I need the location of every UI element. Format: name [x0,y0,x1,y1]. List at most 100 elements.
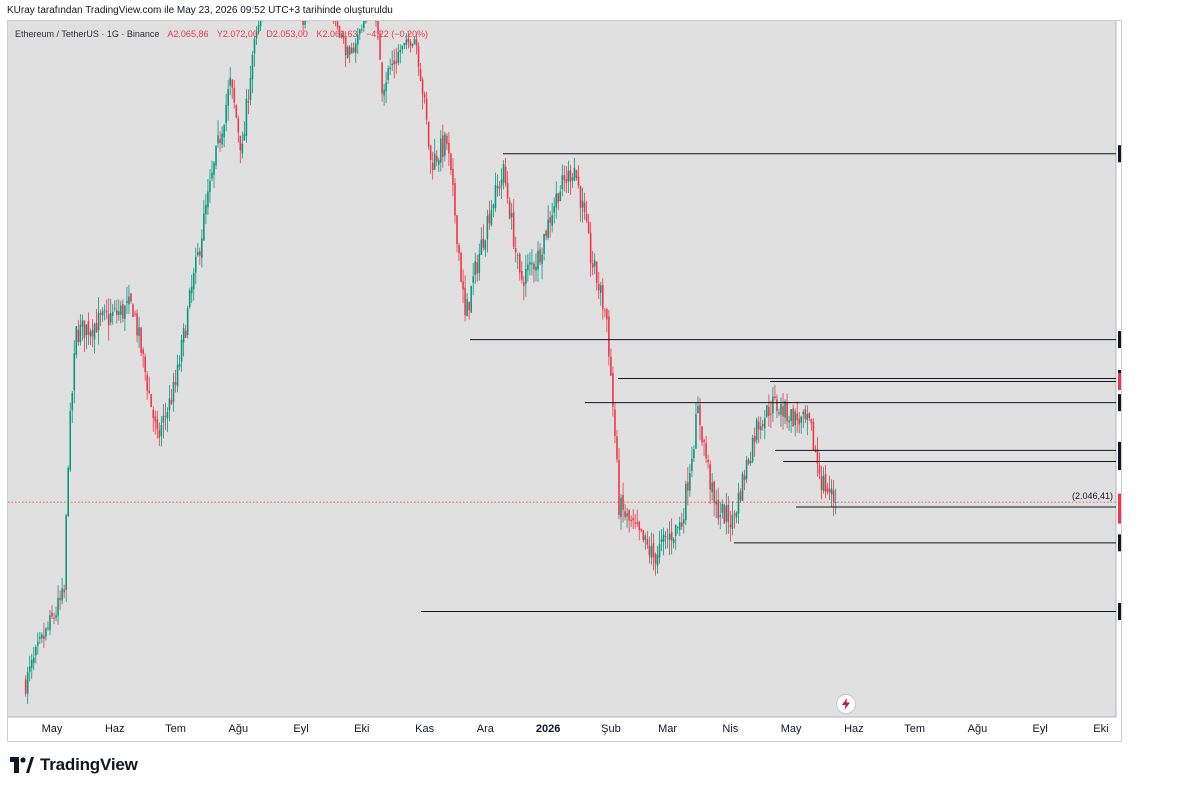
candle-body [472,276,474,283]
candle-body [57,597,59,616]
candle-body [589,233,592,264]
candle-body [585,213,588,221]
candle-body [561,175,564,190]
candle-body [476,262,479,274]
candle-body [180,339,183,362]
candle-body [219,138,221,144]
time-tick-label: Haz [844,723,864,735]
candle-body [514,247,517,253]
candle-body [425,98,428,120]
price-chart[interactable]: (2.046,41)4.000,003.800,003.600,003.400,… [8,21,1121,741]
candle-body [707,459,709,463]
candle-body [595,261,598,284]
chart-frame[interactable]: (2.046,41)4.000,003.800,003.600,003.400,… [7,20,1122,742]
candle-body [302,21,304,25]
candle-body [545,230,547,237]
candle-body [213,162,215,176]
annotation-label: (2.046,41) [1072,491,1113,501]
candle-body [255,31,258,39]
tradingview-logo-icon [10,757,34,773]
candle-body [429,145,432,161]
candle-body [802,411,805,415]
candle-body [597,283,600,291]
candle-body [365,21,367,23]
candle-body [784,401,786,418]
candle-body [759,426,762,431]
candle-body [527,264,529,271]
time-tick-label: 2026 [536,723,560,735]
candle-body [395,61,398,64]
candle-body [830,488,833,495]
candle-body [403,43,406,46]
candle-body [91,329,94,337]
candle-body [822,476,825,491]
candle-body [53,617,55,619]
candle-body [654,554,657,564]
candle-body [49,615,51,631]
candle-body [225,104,227,124]
candle-body [85,324,88,336]
candle-body [442,135,444,157]
candle-body [768,407,770,417]
candle-body [47,627,49,629]
candle-body [356,34,359,45]
candle-body [448,142,450,154]
candle-body [699,404,701,426]
candle-body [747,458,750,464]
candle-body [604,310,606,312]
candle-body [798,418,801,425]
candle-body [188,290,191,308]
candle-body [393,60,396,65]
candle-body [672,538,675,543]
candle-body [379,33,381,60]
time-tick-label: Haz [105,723,125,735]
candle-body [409,41,412,46]
candle-body [99,313,102,315]
candle-body [535,266,537,271]
candle-body [691,458,693,471]
candle-body [59,597,61,600]
tradingview-wordmark: TradingView [40,755,138,774]
candle-body [257,25,260,33]
candle-body [77,329,80,343]
candle-body [644,535,647,541]
candle-body [211,172,213,179]
candle-body [73,353,76,391]
time-tick-label: Tem [165,723,186,735]
candle-body [146,374,148,391]
chart-header-caption: KUray tarafından TradingView.com ile May… [7,5,393,16]
candle-body [533,263,535,270]
candle-body [537,251,539,270]
lightning-icon[interactable] [836,694,856,714]
candle-body [577,176,580,186]
candle-body [144,356,146,372]
candle-body [128,296,130,305]
time-tick-label: Eyl [293,723,308,735]
candle-body [701,426,703,443]
candle-body [565,179,568,184]
candle-body [697,406,699,414]
candle-body [30,659,33,669]
candle-body [63,589,65,593]
candle-body [622,495,624,510]
candle-body [251,54,254,80]
candle-body [79,324,82,343]
candle-body [516,254,519,256]
candle-body [338,26,341,37]
level-price-tag [1118,453,1121,471]
candle-body [709,464,711,490]
candle-body [634,522,636,524]
candle-body [417,46,420,67]
candle-body [555,193,558,208]
candle-body [235,105,238,118]
candle-body [782,406,784,417]
time-tick-label: Nis [722,723,738,735]
candle-body [695,414,697,449]
candle-body [543,233,545,254]
candle-body [150,394,153,408]
candle-body [610,356,612,376]
candle-body [796,413,798,421]
tradingview-logo[interactable]: TradingView [10,754,138,776]
level-price-tag [1118,602,1121,620]
candle-body [148,390,150,393]
